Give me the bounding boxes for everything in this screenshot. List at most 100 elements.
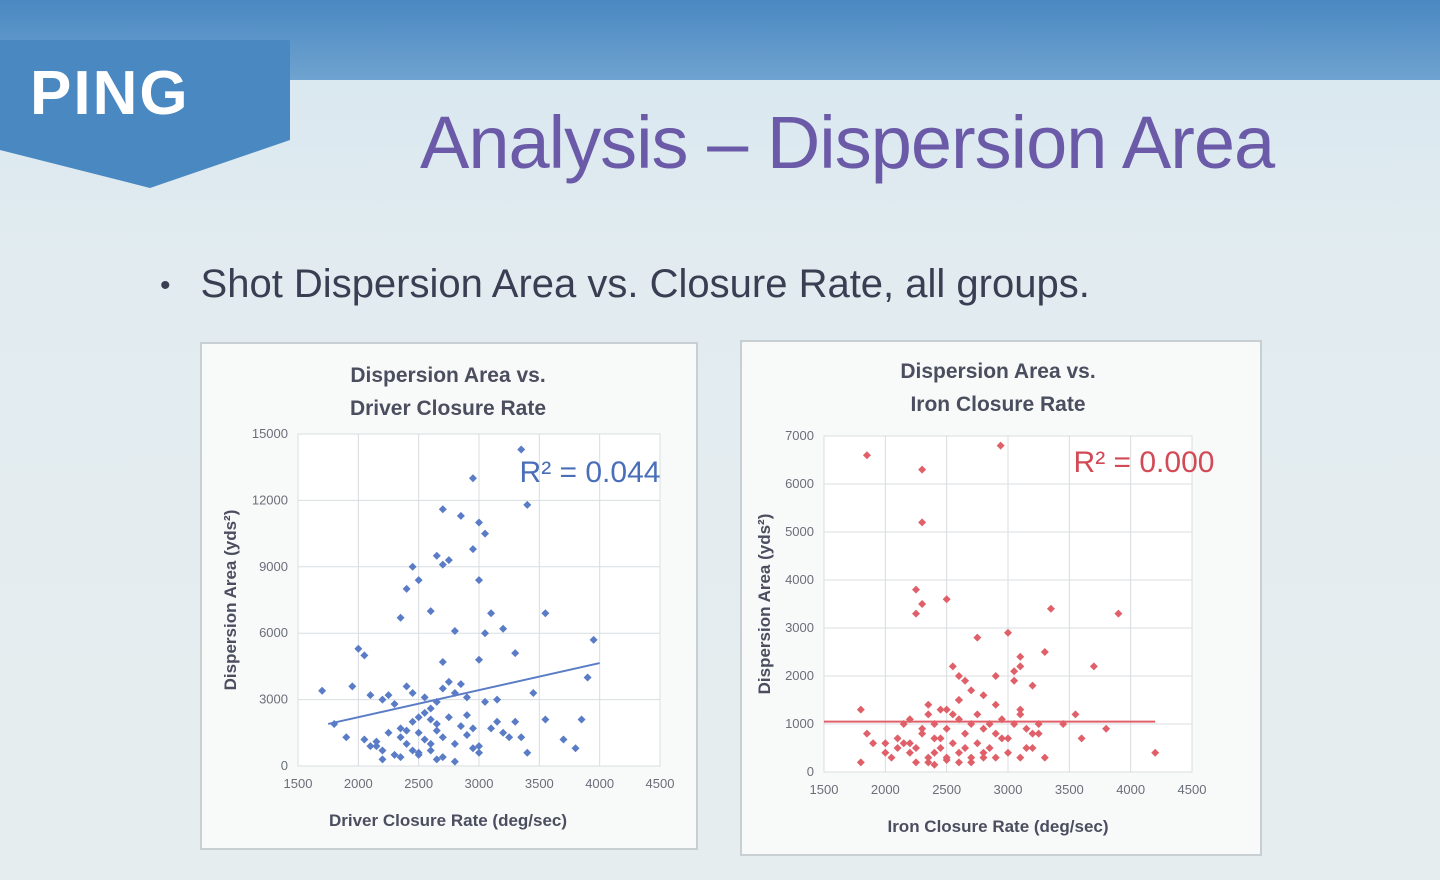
data-point [517,733,526,742]
data-point [961,744,970,752]
x-tick-label: 1500 [284,776,313,791]
data-point [378,746,387,755]
data-point [396,753,405,762]
data-point [523,748,532,757]
data-point [1071,710,1080,719]
data-point [384,728,393,737]
data-point [954,672,963,680]
data-point [924,710,933,719]
data-point [862,451,871,460]
data-point [991,700,1000,709]
data-point [438,560,447,569]
y-tick-label: 15000 [252,426,288,441]
data-point [912,585,920,594]
data-point [468,744,477,753]
data-point [1022,744,1031,752]
data-point [462,731,471,740]
data-point [438,753,447,762]
data-point [930,760,939,769]
data-point [541,715,550,724]
ping-logo: PING [30,59,190,128]
data-point [967,686,976,695]
data-point [378,695,387,704]
data-point [541,609,550,618]
data-point [1028,729,1037,738]
data-point [438,684,447,693]
data-point [1089,662,1098,671]
data-point [432,755,441,764]
data-point [414,576,423,585]
data-point [475,518,483,527]
data-point [493,717,502,726]
y-tick-label: 0 [281,758,288,773]
data-point [948,662,957,671]
data-point [918,518,927,527]
data-point [918,724,927,733]
data-point [961,676,970,685]
x-tick-label: 3500 [1055,782,1084,797]
data-point [499,728,508,737]
data-point [1114,609,1123,618]
iron-chart-panel: Dispersion Area vs. Iron Closure Rate 1500… [740,340,1262,856]
data-point [589,635,598,644]
data-point [954,758,963,767]
data-point [420,693,429,702]
data-point [318,686,327,695]
data-point [511,649,520,658]
y-tick-label: 6000 [259,625,288,640]
data-point [396,724,405,733]
data-point [924,700,933,709]
bullet-item: • Shot Dispersion Area vs. Closure Rate, … [160,262,1090,307]
data-point [396,733,405,742]
data-point [481,529,490,538]
data-point [475,748,483,757]
data-point [967,758,976,767]
data-point [468,724,477,733]
data-point [559,735,568,744]
data-point [360,735,369,744]
data-point [979,724,988,733]
data-point [1046,604,1055,613]
data-point [402,682,411,691]
slide-title: Analysis – Dispersion Area [420,101,1275,184]
bullet-text: Shot Dispersion Area vs. Closure Rate, a… [200,262,1090,306]
y-axis-title: Dispersion Area (yds²) [755,514,774,695]
y-tick-label: 9000 [259,559,288,574]
data-point [402,726,411,735]
data-point [372,737,381,746]
driver-scatter-chart: Dispersion Area vs. Driver Closure Rate 15… [221,364,674,830]
r-squared-label: R² = 0.044 [520,456,661,489]
data-point [402,584,411,593]
data-point [450,757,459,766]
data-point [869,739,878,748]
x-tick-label: 2000 [344,776,373,791]
x-axis-title: Driver Closure Rate (deg/sec) [329,811,567,830]
data-point [985,744,994,752]
data-point [1016,652,1025,661]
data-point [996,441,1005,450]
driver-chart-panel: Dispersion Area vs. Driver Closure Rate 15… [200,342,698,850]
data-point [444,556,453,565]
data-point [979,691,988,700]
data-point [948,739,957,748]
data-point [1010,667,1019,676]
chart-title-line: Iron Closure Rate [910,393,1085,416]
x-tick-label: 3500 [525,776,554,791]
data-point [954,696,963,704]
data-point [426,746,435,755]
r-squared-label: R² = 0.000 [1074,446,1215,479]
data-point [414,748,423,757]
data-point [905,739,914,748]
data-point [918,465,927,474]
data-point [481,629,490,638]
y-tick-label: 7000 [785,428,814,443]
data-point [991,729,1000,738]
data-point [456,511,465,520]
data-point [1016,753,1025,762]
data-point [1016,662,1025,671]
data-point [862,729,871,738]
data-point [973,710,982,719]
data-point [577,715,586,724]
data-point [366,691,375,700]
x-tick-label: 3000 [994,782,1023,797]
